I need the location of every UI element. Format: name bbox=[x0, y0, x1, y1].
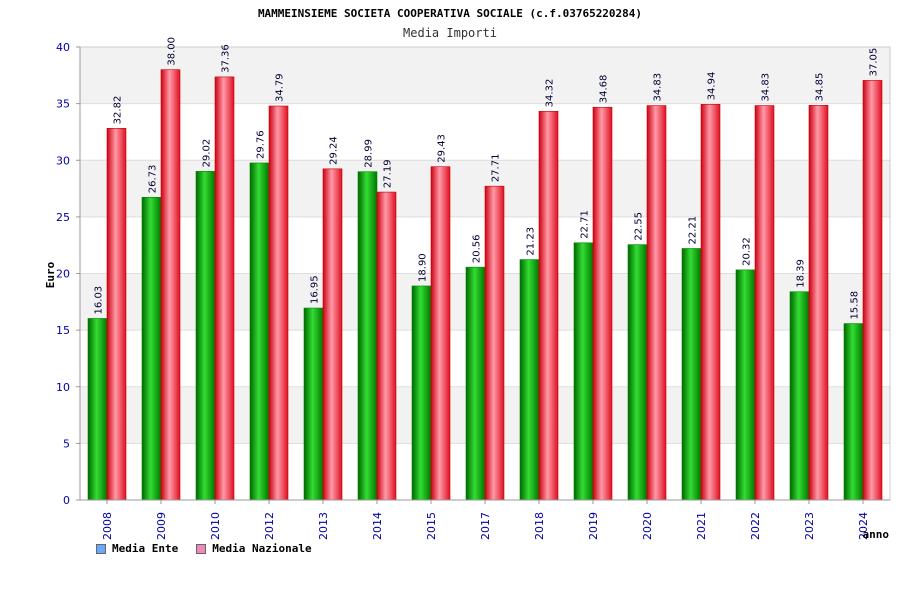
y-tick-label: 25 bbox=[56, 211, 70, 224]
bar-ente-2022 bbox=[735, 269, 756, 501]
bar-ente-2023 bbox=[789, 291, 810, 501]
data-label-nazionale-2013: 29.24 bbox=[329, 136, 340, 165]
bar-series: 16.03 32.82 26.73 38.00 29.02 37.36 29.76 34.79… bbox=[87, 37, 883, 501]
x-tick-label-2012: 2012 bbox=[263, 512, 276, 540]
data-label-nazionale-2015: 29.43 bbox=[437, 134, 448, 163]
legend-label-media-nazionale: Media Nazionale bbox=[212, 542, 312, 555]
x-tick-label-2009: 2009 bbox=[155, 512, 168, 540]
bar-ente-2010 bbox=[195, 171, 216, 501]
x-tick-label-2019: 2019 bbox=[587, 512, 600, 540]
chart-title: MAMMEINSIEME SOCIETA COOPERATIVA SOCIALE… bbox=[258, 7, 642, 20]
data-label-ente-2010: 29.02 bbox=[202, 139, 213, 168]
data-label-ente-2023: 18.39 bbox=[796, 259, 807, 288]
bar-nazionale-2010 bbox=[214, 76, 235, 501]
data-label-nazionale-2012: 34.79 bbox=[275, 73, 286, 102]
data-label-nazionale-2020: 34.83 bbox=[653, 73, 664, 102]
bar-ente-2018 bbox=[519, 259, 540, 501]
data-label-nazionale-2014: 27.19 bbox=[383, 159, 394, 188]
y-tick-label: 30 bbox=[56, 154, 70, 167]
y-tick-label: 15 bbox=[56, 324, 70, 337]
bar-nazionale-2012 bbox=[268, 105, 289, 501]
data-label-ente-2019: 22.71 bbox=[580, 210, 591, 239]
y-tick-label: 0 bbox=[63, 494, 70, 507]
data-label-ente-2017: 20.56 bbox=[472, 235, 483, 264]
data-label-ente-2020: 22.55 bbox=[634, 212, 645, 241]
x-tick-label-2024: 2024 bbox=[857, 512, 870, 540]
data-label-ente-2015: 18.90 bbox=[418, 253, 429, 282]
data-label-ente-2018: 21.23 bbox=[526, 227, 537, 256]
data-label-ente-2008: 16.03 bbox=[94, 286, 105, 315]
bar-nazionale-2019 bbox=[592, 106, 613, 501]
bar-nazionale-2024 bbox=[862, 80, 883, 501]
data-label-nazionale-2021: 34.94 bbox=[707, 72, 718, 101]
data-label-nazionale-2023: 34.85 bbox=[815, 73, 826, 102]
bar-nazionale-2013 bbox=[322, 168, 343, 501]
bar-nazionale-2023 bbox=[808, 105, 829, 501]
x-tick-label-2014: 2014 bbox=[371, 512, 384, 540]
legend-swatch-media-nazionale bbox=[196, 543, 207, 554]
data-label-nazionale-2019: 34.68 bbox=[599, 75, 610, 104]
x-tick-label-2008: 2008 bbox=[101, 512, 114, 540]
legend: Media Ente Media Nazionale bbox=[96, 542, 312, 555]
y-tick-label: 40 bbox=[56, 41, 70, 54]
bar-ente-2015 bbox=[411, 285, 432, 501]
legend-swatch-media-ente bbox=[96, 543, 106, 554]
bar-nazionale-2014 bbox=[376, 191, 397, 501]
bar-nazionale-2022 bbox=[754, 105, 775, 501]
bar-nazionale-2020 bbox=[646, 105, 667, 501]
data-label-nazionale-2017: 27.71 bbox=[491, 154, 502, 183]
y-axis-label: Euro bbox=[44, 261, 57, 288]
legend-item-media-ente: Media Ente bbox=[96, 542, 178, 555]
data-label-ente-2021: 22.21 bbox=[688, 216, 699, 245]
bar-ente-2012 bbox=[249, 162, 270, 501]
bar-nazionale-2009 bbox=[160, 69, 181, 501]
data-label-nazionale-2010: 37.36 bbox=[221, 44, 232, 73]
bar-nazionale-2015 bbox=[430, 166, 451, 501]
x-axis: 2008 2009 2010 2012 2013 2014 2015 2017 2018 2019… bbox=[80, 499, 890, 540]
data-label-ente-2013: 16.95 bbox=[310, 275, 321, 304]
x-tick-label-2015: 2015 bbox=[425, 512, 438, 540]
bar-ente-2024 bbox=[843, 323, 864, 501]
chart-subtitle: Media Importi bbox=[403, 26, 497, 40]
bar-ente-2009 bbox=[141, 196, 162, 501]
x-tick-label-2020: 2020 bbox=[641, 512, 654, 540]
bar-nazionale-2018 bbox=[538, 111, 559, 501]
y-tick-label: 35 bbox=[56, 98, 70, 111]
y-tick-label: 10 bbox=[56, 381, 70, 394]
data-label-ente-2022: 20.32 bbox=[742, 237, 753, 266]
legend-label-media-ente: Media Ente bbox=[112, 542, 179, 555]
y-axis: 0 5 10 15 20 25 30 35 40 bbox=[56, 41, 81, 507]
x-tick-label-2018: 2018 bbox=[533, 512, 546, 540]
data-label-ente-2014: 28.99 bbox=[364, 139, 375, 168]
bar-nazionale-2008 bbox=[106, 128, 127, 501]
legend-item-media-nazionale: Media Nazionale bbox=[196, 542, 312, 555]
x-tick-label-2010: 2010 bbox=[209, 512, 222, 540]
data-label-nazionale-2018: 34.32 bbox=[545, 79, 556, 108]
x-axis-label: anno bbox=[863, 528, 890, 541]
bar-nazionale-2021 bbox=[700, 104, 721, 501]
bar-ente-2021 bbox=[681, 248, 702, 501]
bar-ente-2019 bbox=[573, 242, 594, 501]
data-label-nazionale-2009: 38.00 bbox=[167, 37, 178, 66]
data-label-nazionale-2024: 37.05 bbox=[869, 48, 880, 77]
data-label-ente-2024: 15.58 bbox=[850, 291, 861, 320]
x-tick-label-2023: 2023 bbox=[803, 512, 816, 540]
data-label-nazionale-2008: 32.82 bbox=[113, 96, 124, 125]
bar-nazionale-2017 bbox=[484, 185, 505, 501]
bar-ente-2017 bbox=[465, 266, 486, 501]
bar-ente-2008 bbox=[87, 318, 108, 501]
bar-ente-2020 bbox=[627, 244, 648, 501]
data-label-ente-2012: 29.76 bbox=[256, 130, 267, 159]
y-tick-label: 5 bbox=[63, 437, 70, 450]
data-label-nazionale-2022: 34.83 bbox=[761, 73, 772, 102]
bar-ente-2014 bbox=[357, 171, 378, 501]
x-tick-label-2013: 2013 bbox=[317, 512, 330, 540]
y-tick-label: 20 bbox=[56, 268, 70, 281]
data-label-ente-2009: 26.73 bbox=[148, 165, 159, 194]
x-tick-label-2017: 2017 bbox=[479, 512, 492, 540]
bar-ente-2013 bbox=[303, 307, 324, 501]
x-tick-label-2022: 2022 bbox=[749, 512, 762, 540]
x-tick-label-2021: 2021 bbox=[695, 512, 708, 540]
